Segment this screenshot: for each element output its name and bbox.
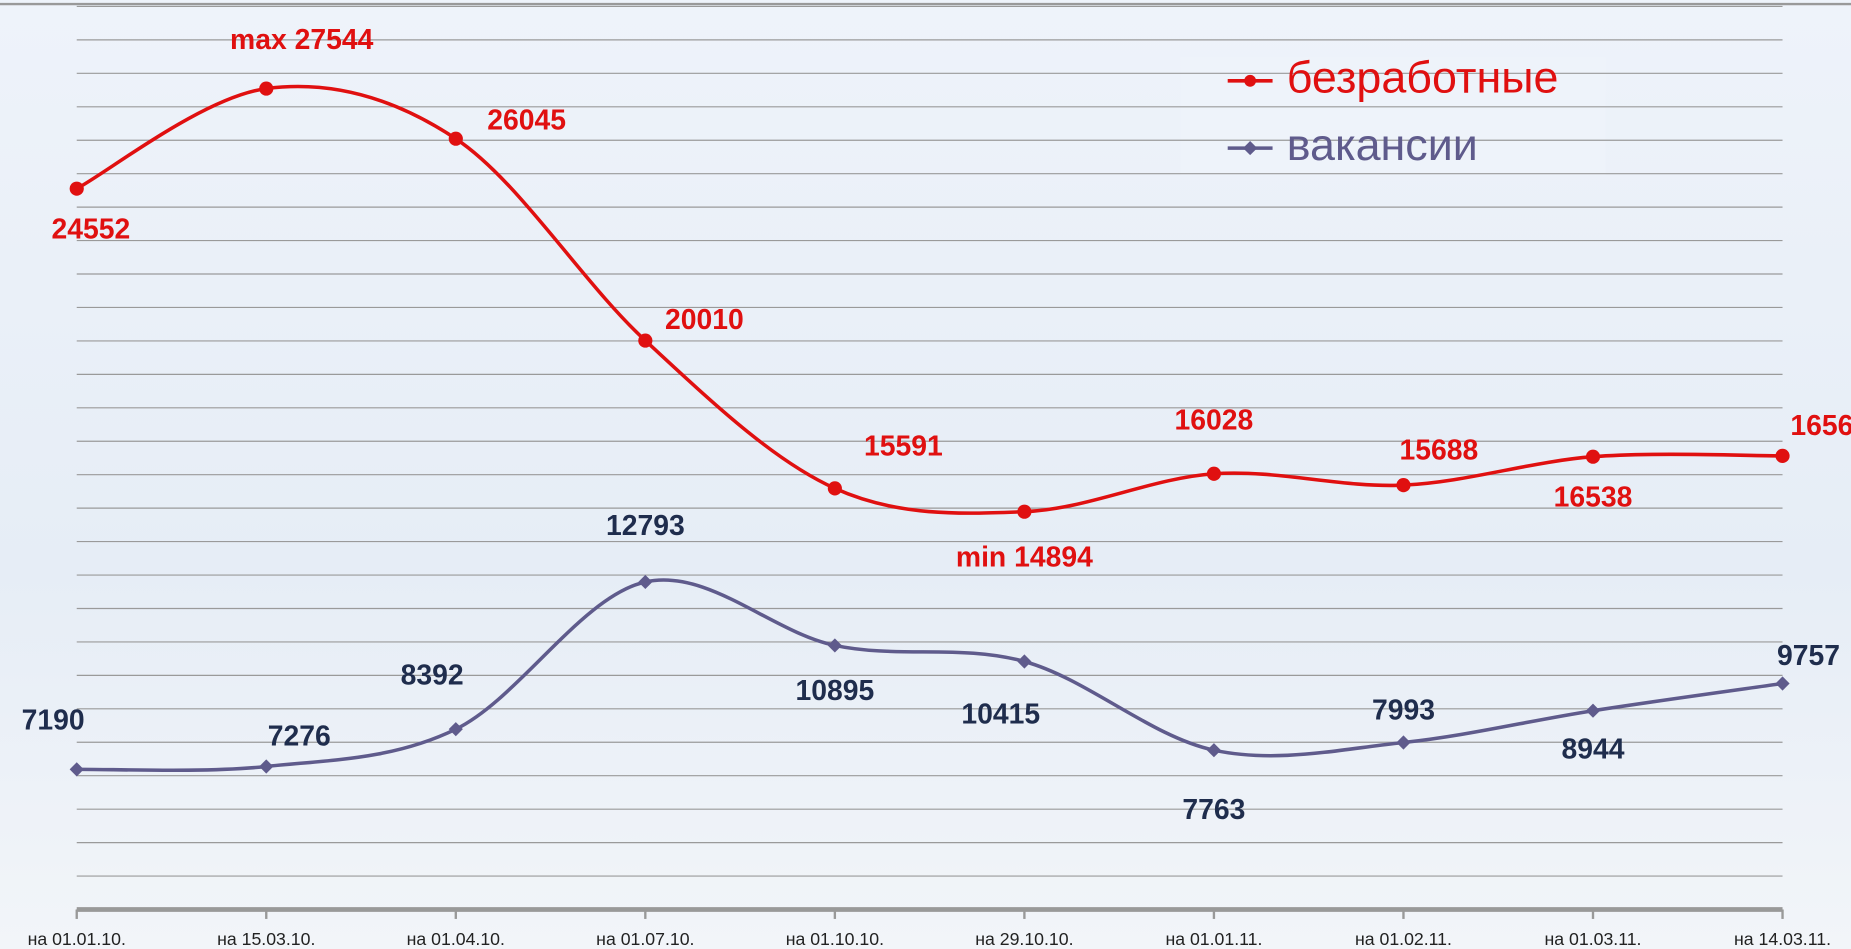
data-label: 16028 <box>1175 404 1254 436</box>
data-label: min 14894 <box>956 541 1093 573</box>
data-label: 8392 <box>401 660 464 692</box>
point <box>1586 704 1600 718</box>
data-label: 26045 <box>487 105 566 137</box>
x-tick-label: на 01.02.11. <box>1355 929 1452 949</box>
legend-marker <box>1244 75 1256 87</box>
point <box>259 82 273 96</box>
point <box>1017 654 1031 668</box>
x-tick-label: на 01.07.10. <box>596 929 694 949</box>
data-label: 7276 <box>268 721 331 753</box>
data-label: 7993 <box>1372 694 1435 726</box>
point <box>1775 676 1789 690</box>
data-label: 20010 <box>665 304 744 336</box>
data-label: 9757 <box>1777 640 1840 672</box>
data-label: 10415 <box>961 698 1040 730</box>
x-tick-label: на 01.04.10. <box>407 929 505 949</box>
point <box>828 481 842 495</box>
point <box>828 638 842 652</box>
point <box>259 759 273 773</box>
data-label: 16538 <box>1554 482 1633 514</box>
data-label: 12793 <box>606 510 685 542</box>
data-label: 16563 <box>1790 410 1851 442</box>
x-tick-label: на 01.01.11. <box>1165 929 1262 949</box>
legend-label: безработные <box>1287 52 1559 103</box>
point <box>449 722 463 736</box>
data-label: max 27544 <box>230 24 374 56</box>
data-label: 7763 <box>1182 794 1245 826</box>
point <box>1396 478 1410 492</box>
point <box>1775 449 1789 463</box>
point <box>638 575 652 589</box>
point <box>1207 467 1221 481</box>
point <box>1586 450 1600 464</box>
data-label: 10895 <box>795 675 874 707</box>
x-tick-label: на 14.03.11. <box>1734 929 1831 949</box>
x-tick-label: на 01.01.10. <box>28 929 126 949</box>
data-label: 15688 <box>1399 435 1478 467</box>
point <box>1207 743 1221 757</box>
data-label: 24552 <box>52 214 131 246</box>
x-tick-label: на 01.03.11. <box>1545 929 1642 949</box>
x-tick-label: на 15.03.10. <box>217 929 315 949</box>
point <box>449 132 463 146</box>
data-label: 15591 <box>864 431 943 463</box>
data-label: 8944 <box>1561 733 1624 765</box>
x-tick-label: на 01.10.10. <box>786 929 884 949</box>
x-tick-label: на 29.10.10. <box>975 929 1073 949</box>
point <box>638 333 652 347</box>
legend-label: вакансии <box>1287 119 1478 170</box>
point <box>1396 735 1410 749</box>
chart: на 01.01.10. на 15.03.10. на 01.04.10. на 0… <box>0 0 1851 949</box>
page: на 01.01.10. на 15.03.10. на 01.04.10. на 0… <box>0 0 1851 949</box>
point <box>70 182 84 196</box>
data-label: 7190 <box>22 705 85 737</box>
point <box>70 762 84 776</box>
point <box>1017 505 1031 519</box>
